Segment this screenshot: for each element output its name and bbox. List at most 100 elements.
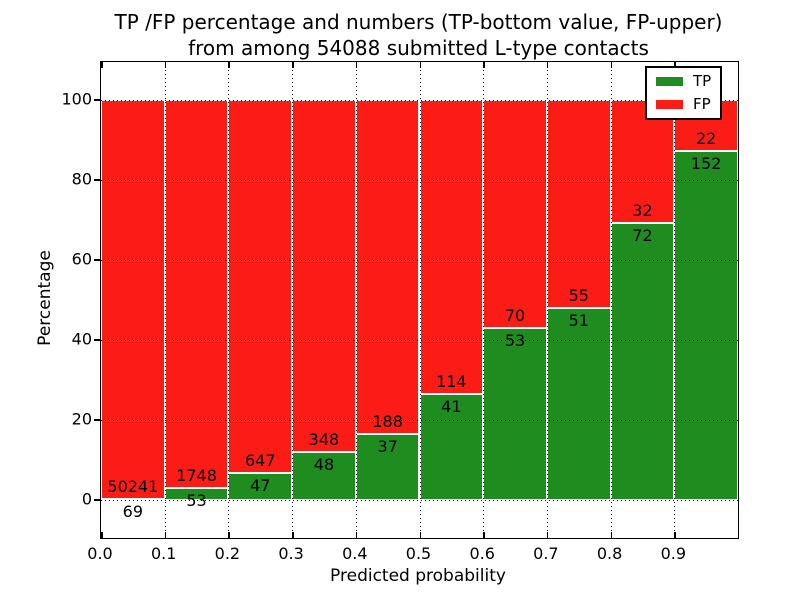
legend-item: TP [656,74,711,89]
x-tick-mark-top [419,62,421,68]
fp-count-label: 22 [695,128,717,148]
y-tick-mark [94,499,100,501]
tp-count-label: 69 [122,502,144,522]
fp-count-label: 114 [436,372,467,392]
x-tick-mark [610,532,613,538]
plot-area: 50241 69 1748 53 647 47 348 48 188 37 114 41 70 53 55 5… [100,61,739,539]
legend-item: FP [656,97,711,112]
bar-segment-tp [419,394,484,500]
fp-count-label: 348 [308,429,340,449]
x-tick-mark [292,532,294,538]
y-tick-mark [94,179,100,181]
legend: TP FP [645,66,723,120]
y-tick-mark [94,99,100,101]
x-tick-mark-top [546,62,549,68]
fp-count-label: 70 [504,305,526,325]
legend-label-tp: TP [693,72,712,90]
v-gridline [546,62,548,538]
y-tick-mark [94,339,100,341]
v-gridline [610,62,612,538]
x-tick-mark [164,532,167,538]
tp-count-label: 37 [377,437,398,457]
x-tick-mark [101,532,103,538]
bar-segment-tp [483,327,547,500]
tp-count-label: 152 [690,153,722,173]
fp-count-label: 647 [244,450,276,470]
bar-segment-fp [355,100,420,435]
x-tick-mark [228,532,230,538]
x-tick-mark-top [228,62,230,68]
y-tick-label: 40 [71,329,92,349]
bar-segment-fp [164,100,229,489]
tp-count-label: 53 [504,330,526,350]
v-gridline [674,62,676,538]
bar-segment-fp [546,100,611,308]
x-tick-label: 0.2 [214,544,241,563]
bar-segment-fp [292,100,356,452]
x-tick-label: 0.0 [87,544,113,563]
y-tick-label: 80 [71,169,92,189]
x-tick-mark [419,532,421,538]
v-gridline [292,62,294,538]
x-tick-mark-top [164,62,167,68]
x-tick-mark-top [610,62,613,68]
fp-count-label: 55 [568,285,589,305]
bar-segment-tp [355,434,420,500]
legend-swatch-fp [656,100,683,109]
x-tick-label: 0.3 [278,544,304,563]
bar-segment-tp [610,223,675,500]
v-gridline [483,62,485,538]
tp-count-label: 51 [568,310,589,330]
y-tick-label: 20 [71,409,92,429]
v-gridline [355,62,357,538]
bar-segment-tp [674,150,738,500]
x-tick-label: 0.6 [469,544,495,563]
tp-count-label: 47 [250,475,271,495]
y-tick-label: 100 [61,89,92,109]
x-tick-label: 0.5 [405,544,432,563]
x-tick-mark-top [292,62,294,68]
x-tick-label: 0.7 [533,544,559,563]
x-tick-mark [355,532,358,538]
x-tick-label: 0.4 [342,544,368,563]
tp-count-label: 41 [441,397,462,417]
bar-segment-fp [483,100,547,328]
x-axis-label: Predicted probability [330,566,506,586]
x-tick-label: 0.8 [596,544,623,563]
x-tick-mark-top [674,62,676,68]
legend-swatch-tp [656,77,683,86]
y-tick-mark [94,419,100,421]
x-tick-mark-top [355,62,358,68]
y-tick-label: 0 [81,489,92,509]
fp-count-label: 50241 [107,477,159,497]
bar-segment-tp [292,451,356,500]
v-gridline [419,62,421,538]
chart-title-line2: from among 54088 submitted L-type contac… [188,36,649,60]
chart-title: TP /FP percentage and numbers (TP-bottom… [100,9,737,61]
x-tick-mark-top [101,62,103,68]
tp-count-label: 48 [313,454,335,474]
x-tick-mark [483,532,485,538]
x-tick-label: 0.1 [150,544,177,563]
bar-segment-tp [228,472,293,500]
tp-count-label: 53 [186,491,207,511]
x-tick-label: 0.9 [660,544,687,563]
y-tick-label: 60 [71,249,92,269]
bar-segment-tp [546,307,611,500]
v-gridline [164,62,166,538]
tp-count-label: 72 [632,226,653,246]
x-tick-mark [546,532,549,538]
fp-count-label: 1748 [176,466,217,486]
bar-segment-fp [419,100,484,395]
y-tick-mark [94,259,100,261]
chart-title-line1: TP /FP percentage and numbers (TP-bottom… [114,10,723,34]
x-tick-mark-top [483,62,485,68]
fp-count-label: 32 [632,201,653,221]
fp-count-label: 188 [372,412,403,432]
x-tick-mark [674,532,676,538]
bar-segment-fp [228,100,293,473]
legend-label-fp: FP [693,95,711,113]
bar-segment-fp [101,100,165,500]
v-gridline [228,62,230,538]
